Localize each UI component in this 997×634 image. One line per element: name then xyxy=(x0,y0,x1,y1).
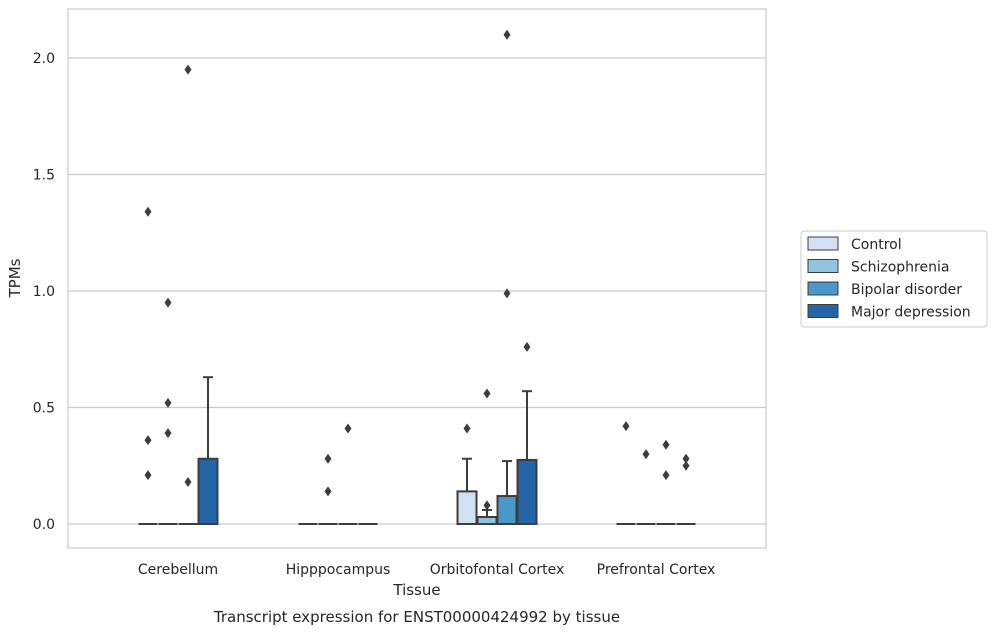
outlier-point xyxy=(324,453,332,464)
x-tick-label: Hipppocampus xyxy=(286,562,391,578)
outlier-point xyxy=(523,341,531,352)
legend-label: Bipolar disorder xyxy=(851,282,962,298)
outlier-point xyxy=(483,388,491,399)
outlier-point xyxy=(164,297,172,308)
outlier-point xyxy=(503,288,511,299)
box xyxy=(476,516,498,526)
outlier-point xyxy=(642,449,650,460)
outlier-point xyxy=(662,470,670,481)
y-tick-labels: 0.0 0.5 1.0 1.5 2.0 xyxy=(33,51,55,533)
outlier-point xyxy=(144,206,152,217)
chart-caption: Transcript expression for ENST0000042499… xyxy=(213,608,620,626)
legend-frame xyxy=(800,230,988,328)
y-tick-label: 0.0 xyxy=(33,517,55,533)
legend-swatch xyxy=(807,304,839,318)
outlier-point xyxy=(662,439,670,450)
outlier-point xyxy=(682,453,690,464)
box xyxy=(516,458,538,525)
x-tick-labels: Cerebellum Hipppocampus Orbitofontal Corte… xyxy=(138,562,715,578)
y-tick-label: 2.0 xyxy=(33,51,55,67)
outlier-point xyxy=(483,500,491,511)
outlier-point xyxy=(682,460,690,471)
legend-label: Major depression xyxy=(851,305,971,321)
legend-label: Schizophrenia xyxy=(851,260,949,276)
outlier-point xyxy=(324,486,332,497)
outlier-point xyxy=(503,29,511,40)
outlier-point xyxy=(144,435,152,446)
y-axis-title: TPMs xyxy=(6,258,24,298)
outlier-point xyxy=(164,428,172,439)
legend-label: Control xyxy=(851,237,902,253)
outlier-point xyxy=(463,423,471,434)
outlier-point xyxy=(344,423,352,434)
box xyxy=(197,457,219,526)
legend: Control Schizophrenia Bipolar disorder Majo… xyxy=(800,230,988,328)
outlier-point xyxy=(622,421,630,432)
plot-area xyxy=(67,8,767,549)
boxes xyxy=(138,29,696,526)
outlier-point xyxy=(184,477,192,488)
box xyxy=(456,490,478,526)
legend-swatch xyxy=(807,236,839,251)
y-tick-label: 0.5 xyxy=(33,401,55,417)
x-axis-title: Tissue xyxy=(392,581,440,599)
outlier-point xyxy=(144,470,152,481)
y-tick-label: 1.5 xyxy=(33,168,55,184)
x-tick-label: Prefrontal Cortex xyxy=(597,562,716,578)
y-tick-label: 1.0 xyxy=(33,284,55,300)
x-tick-label: Orbitofontal Cortex xyxy=(430,562,565,578)
box xyxy=(496,495,518,526)
legend-swatch xyxy=(807,281,839,296)
outlier-point xyxy=(164,397,172,408)
outlier-point xyxy=(184,64,192,75)
legend-swatch xyxy=(807,259,839,273)
x-tick-label: Cerebellum xyxy=(138,562,218,578)
